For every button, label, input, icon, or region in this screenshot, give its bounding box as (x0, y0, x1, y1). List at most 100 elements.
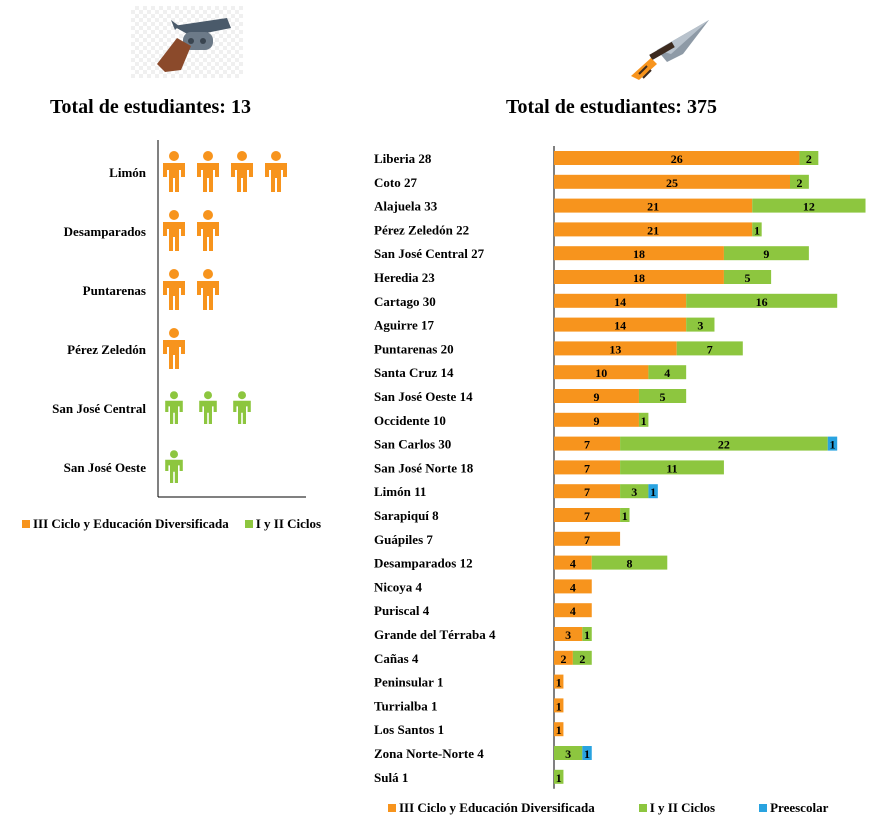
data-label: 12 (803, 200, 815, 214)
data-label: 7 (584, 461, 590, 475)
person-icon (163, 151, 185, 192)
bar-segment (554, 412, 639, 427)
bar-segment (554, 650, 573, 665)
category-label: Puntarenas 20 (374, 341, 454, 356)
bar-segment (638, 412, 649, 427)
legend-label: Preescolar (770, 800, 829, 815)
data-label: 16 (756, 295, 768, 309)
data-label: 1 (556, 723, 562, 737)
data-label: 9 (593, 390, 599, 404)
category-label: Occidente 10 (374, 413, 446, 428)
bar-segment (723, 270, 772, 284)
bar-segment (752, 222, 762, 237)
legend-swatch-orange (388, 804, 396, 812)
bar-segment (620, 508, 630, 522)
category-label: San José Oeste 14 (374, 389, 473, 404)
data-label: 2 (560, 652, 566, 666)
bar-segment (554, 531, 621, 546)
legend-swatch-green (244, 520, 253, 528)
data-label: 3 (631, 485, 637, 499)
data-label: 13 (609, 342, 621, 356)
right-chart-title: Total de estudiantes: 375 (506, 96, 717, 118)
data-label: 7 (584, 438, 590, 452)
category-label: Puriscal 4 (374, 603, 430, 618)
bar-segment (554, 769, 564, 784)
category-label: Santa Cruz 14 (374, 365, 454, 380)
person-icon (197, 269, 219, 310)
person-icon (165, 391, 183, 424)
bar-segment (582, 627, 592, 641)
category-label: Pérez Zeledón (67, 342, 147, 357)
person-icon (231, 151, 253, 192)
data-label: 5 (745, 271, 751, 285)
bar-segment (686, 317, 715, 332)
data-label: 4 (570, 604, 576, 618)
data-label: 1 (556, 699, 562, 713)
legend-label: I y II Ciclos (649, 800, 716, 815)
category-label: Sarapiquí 8 (374, 508, 439, 523)
person-icon (233, 391, 251, 424)
bar-segment (554, 341, 677, 356)
bar-segment (554, 746, 583, 760)
bar-segment (827, 436, 838, 451)
data-label: 2 (796, 176, 802, 190)
bar-segment (554, 698, 564, 713)
category-label: Heredia 23 (374, 270, 435, 285)
bar-segment (752, 198, 866, 213)
data-label: 2 (579, 652, 585, 666)
data-label: 1 (584, 747, 590, 761)
data-label: 14 (614, 319, 626, 333)
category-label: Coto 27 (374, 175, 417, 190)
category-label: Zona Norte-Norte 4 (374, 746, 484, 761)
legend-swatch-blue (759, 804, 768, 812)
category-label: Limón 11 (374, 484, 426, 499)
bar-segment (638, 389, 687, 403)
bar-segment (554, 317, 687, 332)
data-label: 21 (647, 223, 659, 237)
bar-segment (554, 293, 687, 308)
data-label: 3 (565, 628, 571, 642)
data-label: 8 (627, 557, 633, 571)
person-icon (165, 450, 183, 483)
category-label: Peninsular 1 (374, 675, 443, 690)
data-label: 4 (664, 366, 670, 380)
person-icon (163, 210, 185, 251)
bar-segment (572, 650, 592, 665)
bar-segment (799, 151, 819, 165)
left-legend: III Ciclo y Educación Diversificada I y … (22, 516, 321, 532)
bar-segment (554, 389, 639, 403)
bar-segment (620, 436, 828, 451)
data-label: 1 (556, 771, 562, 785)
bar-segment (591, 555, 668, 570)
person-icon (197, 210, 219, 251)
bar-segment (554, 436, 621, 451)
data-label: 26 (671, 152, 683, 166)
bar-segment (554, 674, 564, 689)
data-label: 18 (633, 247, 645, 261)
person-icon (163, 269, 185, 310)
bar-segment (554, 222, 753, 237)
bar-segment (723, 246, 809, 261)
legend-label: III Ciclo y Educación Diversificada (33, 516, 229, 531)
data-label: 4 (570, 557, 576, 571)
category-label: Aguirre 17 (374, 318, 435, 333)
data-label: 3 (697, 319, 703, 333)
data-label: 11 (666, 461, 677, 475)
data-label: 5 (660, 390, 666, 404)
right-legend: III Ciclo y Educación Diversificada I y … (388, 800, 828, 816)
category-label: San José Norte 18 (374, 460, 474, 475)
bar-segment (554, 555, 592, 570)
category-label: Liberia 28 (374, 151, 432, 166)
data-label: 7 (584, 509, 590, 523)
data-label: 3 (565, 747, 571, 761)
category-label: San José Central 27 (374, 246, 485, 261)
data-label: 1 (650, 485, 656, 499)
pictograph-chart: Limón Desamparados Puntarenas Pérez Zeledón… (52, 140, 306, 498)
legend-swatch-orange (22, 520, 30, 528)
knife-icon (631, 20, 709, 80)
data-label: 4 (570, 580, 576, 594)
category-label: Cartago 30 (374, 294, 436, 309)
bar-segment (554, 579, 592, 594)
data-label: 1 (641, 414, 647, 428)
